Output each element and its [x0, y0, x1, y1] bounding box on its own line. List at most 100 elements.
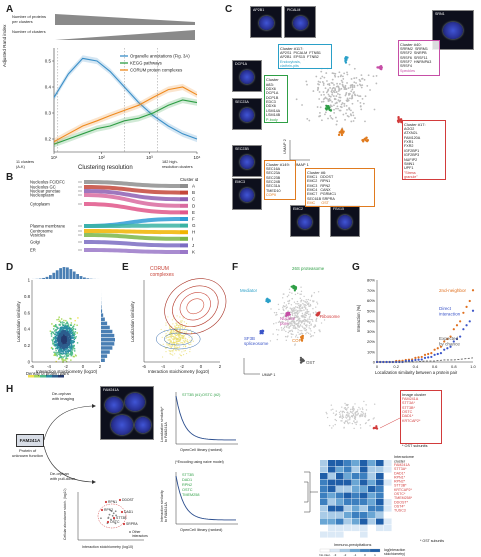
umap-point — [308, 325, 310, 327]
umap-point — [315, 319, 317, 321]
density-cell — [70, 350, 73, 352]
density-cell — [65, 327, 67, 330]
label-line: 0 — [200, 364, 203, 369]
umap-point — [328, 95, 331, 97]
umap-point — [351, 88, 354, 91]
umap-point — [308, 327, 310, 329]
density-cell — [65, 343, 68, 346]
x-tick-label: 0.2 — [393, 364, 399, 369]
x-tick-label: 0.8 — [451, 364, 457, 369]
heatmap-cell — [352, 525, 360, 532]
cluster-note: COPII — [266, 193, 277, 198]
umap-point — [332, 425, 334, 427]
umap-point — [328, 424, 331, 427]
label-line: 0 — [82, 364, 85, 369]
density-cell — [59, 329, 62, 332]
umap-point — [320, 101, 323, 103]
density-cell — [74, 328, 77, 330]
series-point — [407, 359, 411, 362]
y-tick-label: 0.5 — [45, 59, 52, 64]
density-cell — [74, 350, 76, 352]
umap-point — [269, 340, 272, 342]
density-cell — [58, 348, 61, 351]
density-cell — [67, 327, 69, 329]
background-point — [173, 343, 176, 345]
density-cell — [67, 340, 69, 343]
arrow-pulldown: De-orphan with pull-down — [50, 471, 76, 481]
y-tick-label: 50% — [367, 308, 375, 313]
umap-point — [328, 82, 331, 85]
umap-point — [303, 309, 305, 311]
umap-point — [341, 417, 344, 420]
umap-point — [297, 329, 299, 331]
umap-point — [304, 305, 306, 308]
complex-point — [301, 336, 304, 339]
density-cell — [60, 321, 62, 324]
density-cell — [54, 330, 56, 332]
series-point — [382, 360, 385, 364]
density-cell — [65, 335, 68, 338]
heatmap-cell — [328, 505, 336, 512]
label-line: Immuno-precipitations — [334, 543, 371, 547]
background-point — [175, 322, 178, 324]
heatmap-cell — [328, 531, 336, 538]
volcano-label: STT3B — [116, 516, 127, 520]
series-point — [462, 311, 465, 314]
umap-point — [275, 314, 277, 316]
umap-point — [299, 333, 302, 335]
right-histogram-bar — [101, 309, 103, 313]
density-cell — [71, 330, 74, 332]
panel-b-cluster-bar — [180, 190, 188, 195]
umap-point — [292, 309, 294, 311]
label-line: B — [192, 190, 195, 195]
panel-b-cluster-id: F — [192, 217, 195, 222]
complex-point — [317, 312, 320, 315]
density-cell — [59, 329, 61, 332]
density-cell — [61, 348, 63, 350]
density-cell — [65, 359, 67, 361]
umap-point — [340, 74, 343, 77]
umap-point — [307, 298, 309, 301]
volcano-point — [115, 514, 118, 517]
umap-point — [322, 82, 325, 85]
umap-2-label: UMAP 2 — [282, 138, 287, 154]
umap-point — [352, 405, 354, 408]
label-line: RPN2 — [104, 508, 113, 512]
umap-point — [308, 322, 311, 325]
image-cluster-umap — [325, 400, 401, 430]
umap-point — [304, 319, 307, 321]
heatmap-legend-tick: 0 — [364, 553, 366, 556]
label-line: -2 — [64, 364, 68, 369]
umap-point — [353, 86, 356, 88]
background-point — [176, 315, 178, 317]
label-line: -2 — [344, 553, 347, 556]
umap-point — [352, 114, 355, 117]
umap-point — [349, 416, 351, 419]
complex-point — [292, 284, 295, 287]
umap-point — [308, 302, 310, 304]
heatmap-cell — [384, 505, 392, 512]
umap-point — [356, 84, 359, 87]
umap-point — [290, 304, 293, 306]
density-cell — [55, 340, 58, 342]
umap-point — [290, 333, 293, 335]
density-cell — [50, 332, 52, 335]
umap-point — [327, 93, 330, 96]
umap-point — [332, 412, 335, 414]
background-point — [176, 333, 179, 336]
umap-point — [293, 327, 295, 330]
series-point — [452, 340, 455, 343]
umap-point — [305, 80, 308, 83]
density-cell — [68, 333, 70, 335]
density-cell — [57, 318, 60, 320]
density-cell — [62, 342, 64, 344]
umap-point — [358, 78, 361, 81]
umap-point — [351, 96, 354, 99]
umap-point — [299, 309, 302, 311]
umap-point — [309, 313, 311, 315]
density-cell — [64, 324, 66, 326]
micrograph-title: SRN1 — [435, 12, 445, 16]
density-cell — [56, 331, 58, 334]
umap-point — [341, 102, 344, 104]
density-cell — [60, 347, 62, 349]
